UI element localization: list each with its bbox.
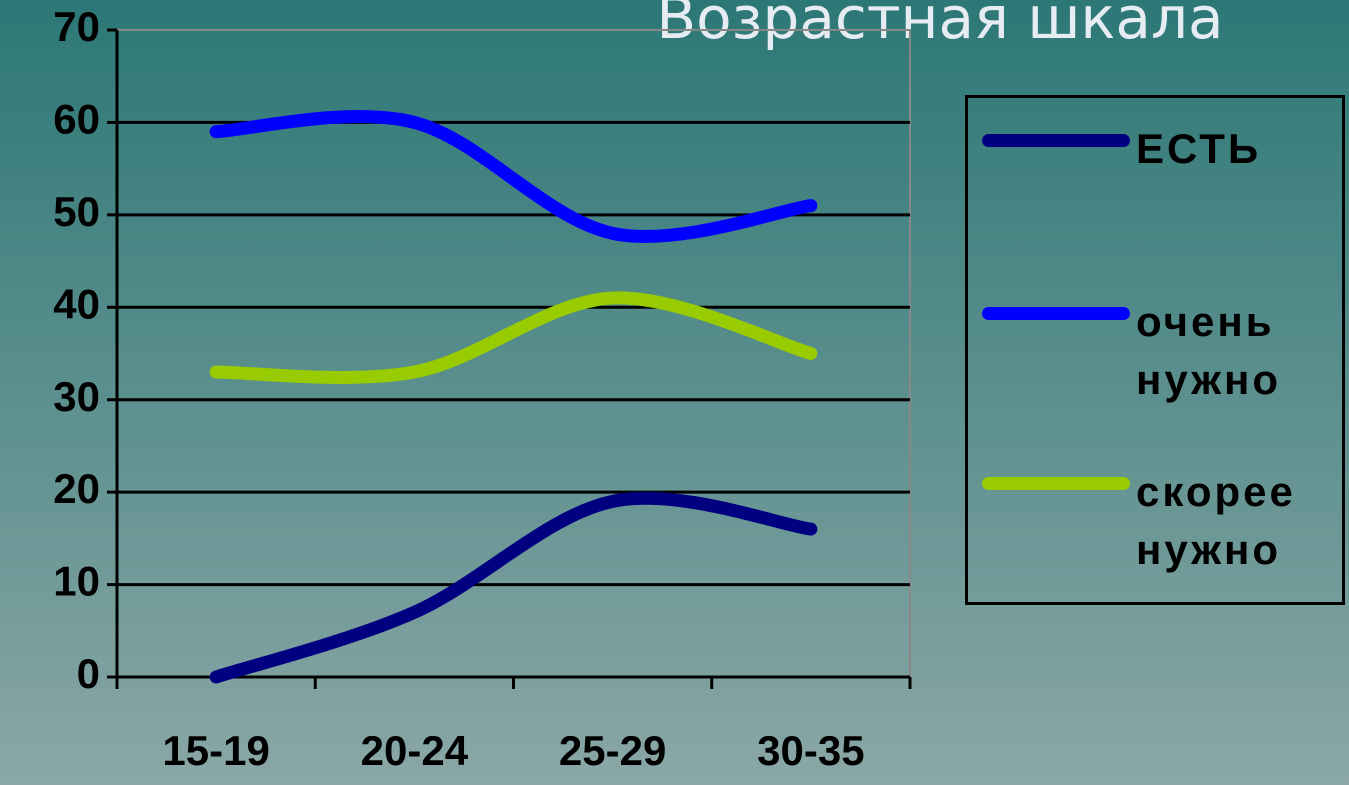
series-line xyxy=(209,291,818,384)
legend-swatch xyxy=(982,134,1130,147)
x-tick-label: 30-35 xyxy=(757,727,864,774)
y-tick-label: 20 xyxy=(53,465,100,512)
legend-entry: очень нужно xyxy=(982,293,1336,409)
legend-entry: скорее нужно xyxy=(982,463,1336,579)
x-tick-label: 15-19 xyxy=(162,727,269,774)
x-tick-label: 20-24 xyxy=(361,727,469,774)
legend-swatch xyxy=(982,477,1130,490)
y-tick-label: 50 xyxy=(53,188,100,235)
legend-entry: ЕСТЬ xyxy=(982,120,1336,178)
y-tick-label: 40 xyxy=(53,280,100,327)
x-tick-label: 25-29 xyxy=(559,727,666,774)
legend-swatch xyxy=(982,307,1130,320)
y-tick-label: 0 xyxy=(77,650,100,697)
chart-title: Возрастная шкала xyxy=(656,0,1223,52)
legend-label: скорее нужно xyxy=(1136,468,1296,573)
legend-label: очень нужно xyxy=(1136,298,1282,403)
y-tick-label: 70 xyxy=(53,3,100,50)
legend-label: ЕСТЬ xyxy=(1136,125,1262,172)
series-line xyxy=(209,110,818,243)
y-tick-label: 30 xyxy=(53,373,100,420)
series-line xyxy=(209,491,818,684)
y-tick-label: 10 xyxy=(53,558,100,605)
legend: ЕСТЬ очень нужно скорее нужно xyxy=(965,95,1345,605)
y-tick-label: 60 xyxy=(53,96,100,143)
